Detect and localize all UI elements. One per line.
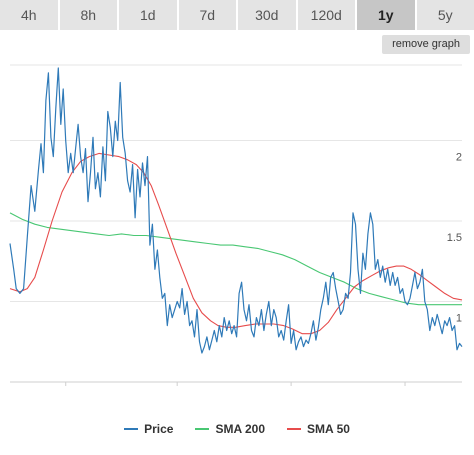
tab-30d[interactable]: 30d: [238, 0, 298, 30]
timeframe-tabs: 4h 8h 1d 7d 30d 120d 1y 5y: [0, 0, 474, 30]
legend-label-sma50: SMA 50: [307, 422, 350, 436]
y-tick-label-1: 1: [456, 313, 462, 325]
legend-item-price[interactable]: Price: [124, 422, 173, 436]
tab-1y[interactable]: 1y: [357, 0, 417, 30]
tab-7d[interactable]: 7d: [178, 0, 238, 30]
y-tick-label-2: 1.5: [447, 232, 462, 244]
series-line-sma50: [9, 152, 463, 335]
tab-4h[interactable]: 4h: [0, 0, 60, 30]
legend-swatch-sma200: [195, 428, 210, 430]
legend-label-price: Price: [144, 422, 174, 436]
tab-1d[interactable]: 1d: [119, 0, 179, 30]
tab-8h[interactable]: 8h: [59, 0, 119, 30]
series-line-price: [9, 67, 463, 354]
remove-graph-button[interactable]: remove graph: [382, 35, 470, 54]
y-tick-label-3: 2: [456, 152, 462, 164]
legend-item-sma200[interactable]: SMA 200: [195, 422, 265, 436]
tab-120d[interactable]: 120d: [297, 0, 357, 30]
tab-5y[interactable]: 5y: [416, 0, 474, 30]
series-line-sma200: [9, 212, 462, 306]
price-chart: 0.511.52Jan '25Apr '25Jul '25Oct '25: [9, 64, 463, 386]
legend-label-sma200: SMA 200: [215, 422, 266, 436]
legend-swatch-sma50: [287, 428, 302, 430]
legend-item-sma50[interactable]: SMA 50: [287, 422, 350, 436]
chart-legend: Price SMA 200 SMA 50: [0, 418, 474, 440]
legend-swatch-price: [124, 428, 139, 430]
